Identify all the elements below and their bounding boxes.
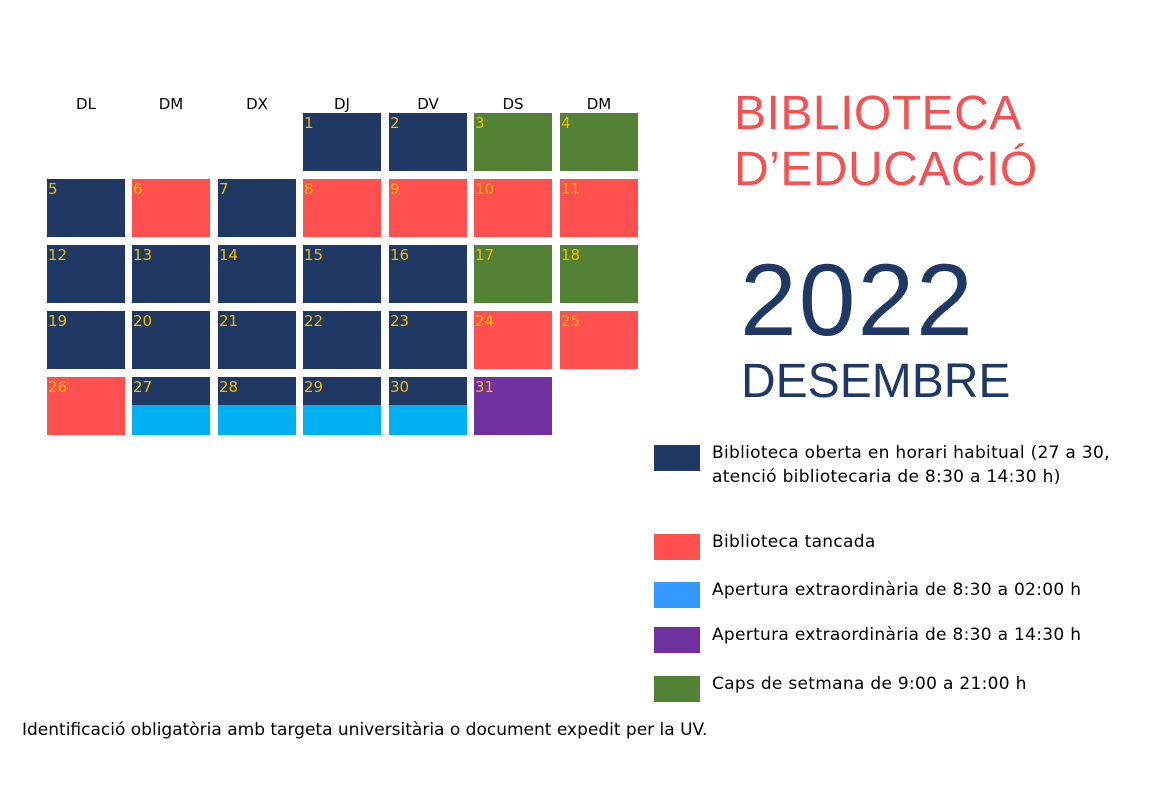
day-cell-25: 25 xyxy=(560,311,638,369)
footer-note: Identificació obligatòria amb targeta un… xyxy=(22,720,708,740)
legend-label: Caps de setmana de 9:00 a 21:00 h xyxy=(712,674,1027,694)
day-number: 21 xyxy=(219,312,239,330)
weekday-3: DJ xyxy=(334,95,350,113)
day-number: 12 xyxy=(48,246,68,264)
day-number: 4 xyxy=(561,114,571,132)
day-number: 24 xyxy=(475,312,495,330)
day-number: 19 xyxy=(48,312,68,330)
day-number: 1 xyxy=(304,114,314,132)
day-cell-17: 17 xyxy=(474,245,552,303)
day-cell-2: 2 xyxy=(389,113,467,171)
legend-label: Biblioteca tancada xyxy=(712,532,876,552)
weekday-1: DM xyxy=(158,95,184,113)
day-number: 15 xyxy=(304,246,324,264)
day-number: 5 xyxy=(48,180,58,198)
weekday-6: DM xyxy=(586,95,612,113)
day-number: 20 xyxy=(133,312,153,330)
day-number: 18 xyxy=(561,246,581,264)
legend-swatch xyxy=(654,627,700,653)
legend-swatch xyxy=(654,534,700,560)
day-cell-31: 31 xyxy=(474,377,552,435)
day-cell-1: 1 xyxy=(303,113,381,171)
day-number: 10 xyxy=(475,180,495,198)
day-cell-27: 27 xyxy=(132,377,210,435)
day-cell-29: 29 xyxy=(303,377,381,435)
day-number: 30 xyxy=(390,378,410,396)
day-cell-28: 28 xyxy=(218,377,296,435)
legend-swatch xyxy=(654,582,700,608)
day-number: 7 xyxy=(219,180,229,198)
day-number: 25 xyxy=(561,312,581,330)
legend-swatch xyxy=(654,676,700,702)
weekday-5: DS xyxy=(502,95,524,113)
day-cell-11: 11 xyxy=(560,179,638,237)
day-cell-24: 24 xyxy=(474,311,552,369)
day-number: 22 xyxy=(304,312,324,330)
year-label: 2022 xyxy=(740,243,975,357)
title-line-1: BIBLIOTECA xyxy=(734,87,1022,140)
day-cell-10: 10 xyxy=(474,179,552,237)
day-extra-band xyxy=(218,405,296,435)
day-cell-30: 30 xyxy=(389,377,467,435)
day-cell-8: 8 xyxy=(303,179,381,237)
legend-swatch xyxy=(654,445,700,471)
day-cell-14: 14 xyxy=(218,245,296,303)
day-cell-22: 22 xyxy=(303,311,381,369)
month-label: DESEMBRE xyxy=(741,355,1011,408)
day-cell-4: 4 xyxy=(560,113,638,171)
day-cell-5: 5 xyxy=(47,179,125,237)
legend-label: Apertura extraordinària de 8:30 a 02:00 … xyxy=(712,580,1082,600)
day-number: 11 xyxy=(561,180,581,198)
day-extra-band xyxy=(389,405,467,435)
day-cell-18: 18 xyxy=(560,245,638,303)
day-cell-23: 23 xyxy=(389,311,467,369)
day-cell-7: 7 xyxy=(218,179,296,237)
weekday-2: DX xyxy=(246,95,268,113)
day-extra-band xyxy=(303,405,381,435)
day-number: 27 xyxy=(133,378,153,396)
day-cell-26: 26 xyxy=(47,377,125,435)
weekday-0: DL xyxy=(76,95,96,113)
day-cell-19: 19 xyxy=(47,311,125,369)
day-cell-21: 21 xyxy=(218,311,296,369)
day-number: 6 xyxy=(133,180,143,198)
day-cell-3: 3 xyxy=(474,113,552,171)
day-number: 8 xyxy=(304,180,314,198)
day-cell-16: 16 xyxy=(389,245,467,303)
weekday-4: DV xyxy=(417,95,439,113)
day-cell-12: 12 xyxy=(47,245,125,303)
legend-label: Biblioteca oberta en horari habitual (27… xyxy=(712,443,1110,487)
day-number: 13 xyxy=(133,246,153,264)
day-number: 16 xyxy=(390,246,410,264)
day-number: 26 xyxy=(48,378,68,396)
title-line-2: D’EDUCACIÓ xyxy=(734,143,1038,196)
day-number: 9 xyxy=(390,180,400,198)
day-cell-9: 9 xyxy=(389,179,467,237)
day-number: 23 xyxy=(390,312,410,330)
day-cell-13: 13 xyxy=(132,245,210,303)
day-number: 28 xyxy=(219,378,239,396)
day-number: 31 xyxy=(475,378,495,396)
legend-label: Apertura extraordinària de 8:30 a 14:30 … xyxy=(712,625,1082,645)
day-cell-6: 6 xyxy=(132,179,210,237)
day-number: 17 xyxy=(475,246,495,264)
day-number: 3 xyxy=(475,114,485,132)
day-cell-20: 20 xyxy=(132,311,210,369)
day-extra-band xyxy=(132,405,210,435)
day-cell-15: 15 xyxy=(303,245,381,303)
day-number: 14 xyxy=(219,246,239,264)
day-number: 29 xyxy=(304,378,324,396)
day-number: 2 xyxy=(390,114,400,132)
